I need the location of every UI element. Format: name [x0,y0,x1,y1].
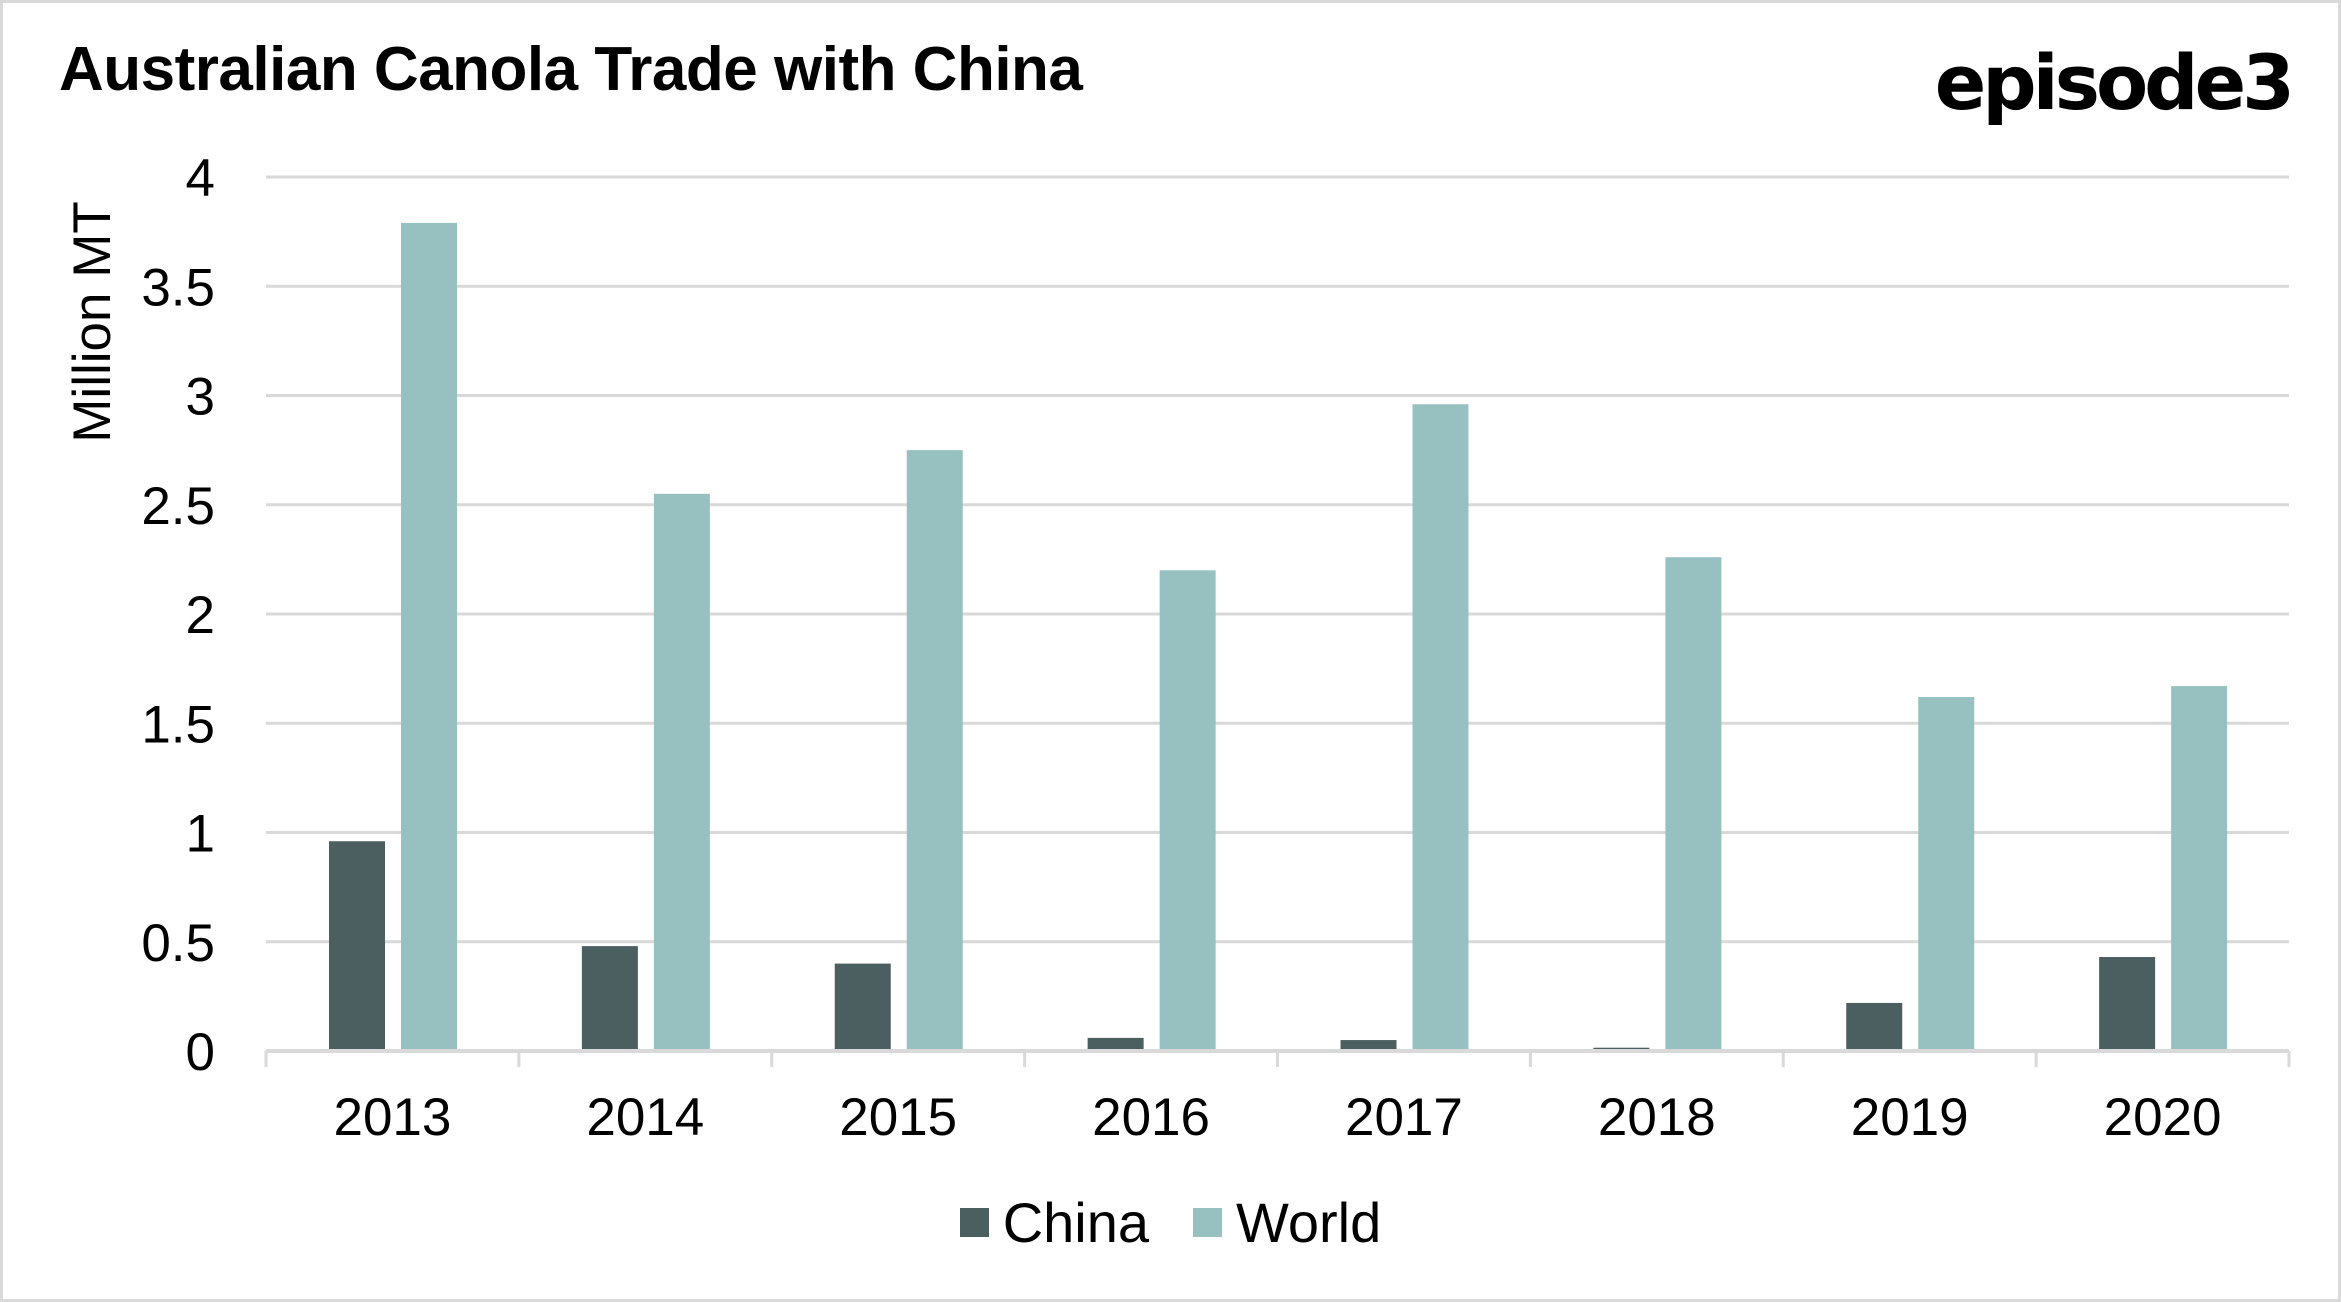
bar-world-2020 [2171,686,2228,1051]
x-tick-labels: 2013 2014 2015 2016 2017 2018 2019 2020 [333,1088,2221,1147]
legend: China World [0,1190,2341,1255]
legend-item-china: China [959,1190,1150,1255]
y-tick-labels: 0 0.5 1 1.5 2 2.5 3 3.5 4 [141,149,215,1082]
x-axis [264,1049,2291,1067]
bar-china-2016 [1087,1037,1144,1051]
episode3-logo: episode3 [1934,38,2295,127]
y-tick-label: 2.5 [141,477,215,536]
gridlines [266,175,2289,944]
bar-world-2014 [653,493,710,1051]
x-tick-label: 2017 [1345,1088,1463,1147]
legend-item-world: World [1193,1190,1381,1255]
bar-world-2018 [1665,557,1722,1051]
y-tick-label: 4 [186,149,215,208]
bar-world-2015 [906,450,963,1051]
y-tick-label: 3 [186,368,215,427]
bar-china-2020 [2099,957,2156,1051]
x-tick-label: 2016 [1092,1088,1210,1147]
legend-swatch-china [959,1208,989,1237]
y-tick-label: 0.5 [141,914,215,973]
legend-label-world: World [1236,1191,1382,1254]
legend-swatch-world [1193,1208,1223,1237]
chart-title: Australian Canola Trade with China [59,35,1083,104]
x-tick-label: 2018 [1598,1088,1716,1147]
y-tick-label: 0 [186,1023,215,1082]
bar-world-2013 [401,222,457,1051]
bar-world-2017 [1412,404,1469,1051]
y-tick-label: 3.5 [141,258,215,317]
x-tick-label: 2014 [586,1088,704,1147]
bar-china-2014 [581,946,638,1051]
bar-china-2013 [329,841,385,1051]
bar-world-2019 [1918,697,1975,1051]
x-tick-label: 2019 [1851,1088,1969,1147]
bar-china-2015 [834,963,891,1051]
legend-label-china: China [1002,1191,1150,1254]
y-axis-title: Million MT [63,201,122,442]
x-tick-label: 2013 [333,1088,451,1147]
bars [329,222,2228,1051]
x-tick-label: 2020 [2104,1088,2222,1147]
y-tick-label: 1.5 [141,695,215,754]
y-tick-label: 2 [186,586,215,645]
bar-china-2017 [1340,1040,1397,1051]
x-tick-label: 2015 [839,1088,957,1147]
bar-world-2016 [1159,570,1216,1051]
bar-china-2019 [1846,1002,1903,1051]
y-tick-label: 1 [186,805,215,864]
